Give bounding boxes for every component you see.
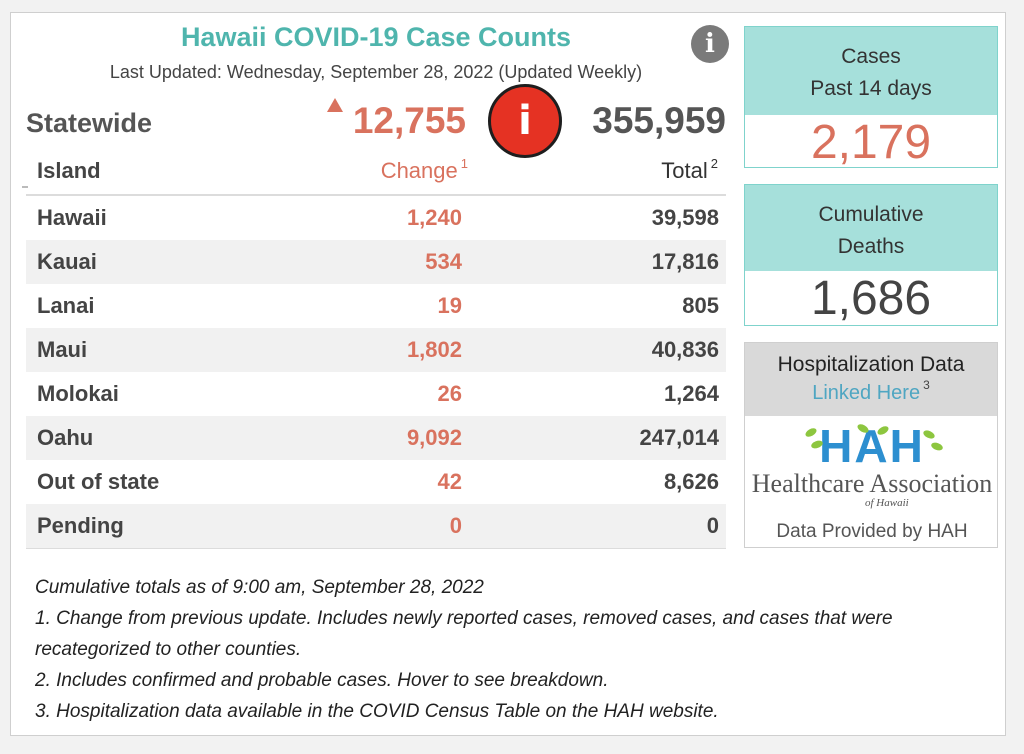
cases-card-header: Cases Past 14 days: [745, 27, 997, 115]
cases-card-line2: Past 14 days: [810, 77, 932, 100]
info-icon[interactable]: i: [691, 25, 729, 63]
island-total: 805: [682, 293, 719, 318]
island-change: 1,802: [406, 337, 462, 362]
table-row[interactable]: Hawaii 1,240 39,598: [26, 196, 726, 240]
island-total: 1,264: [663, 381, 719, 406]
hah-logo-sub: of Hawaii: [865, 497, 909, 509]
island-table: Hawaii 1,240 39,598 Kauai 534 17,816 Lan…: [26, 196, 726, 548]
footnote-marker-3: 3: [923, 378, 930, 392]
hospitalization-link[interactable]: Linked Here 3: [745, 378, 997, 405]
island-name: Molokai: [37, 381, 119, 406]
island-total: 17,816: [651, 249, 719, 274]
hah-logo-name: Healthcare Association: [751, 469, 993, 498]
island-name: Lanai: [37, 293, 95, 318]
island-name: Maui: [37, 337, 88, 362]
alert-info-icon[interactable]: i: [488, 84, 562, 158]
column-header-change-label: Change: [380, 158, 458, 183]
sort-handle[interactable]: [22, 186, 28, 188]
footnote-2: 2. Includes confirmed and probable cases…: [35, 670, 609, 691]
deaths-card-line1: Cumulative: [818, 203, 924, 226]
deaths-card-line2: Deaths: [837, 235, 905, 258]
island-change: 9,092: [406, 425, 462, 450]
island-name: Oahu: [37, 425, 94, 450]
column-header-island[interactable]: Island: [37, 158, 101, 184]
table-row[interactable]: Molokai 26 1,264: [26, 372, 726, 416]
hah-logo-letters: HAH: [819, 420, 925, 472]
table-row[interactable]: Oahu 9,092 247,014: [26, 416, 726, 460]
island-change: 19: [437, 293, 462, 318]
cases-card-line1: Cases: [841, 45, 901, 68]
deaths-card-header: Cumulative Deaths: [745, 185, 997, 271]
hospitalization-header: Hospitalization Data Linked Here 3: [745, 343, 997, 416]
page-title: Hawaii COVID-19 Case Counts: [180, 22, 572, 52]
island-change: 26: [437, 381, 462, 406]
cumulative-deaths-value: 1,686: [810, 272, 932, 325]
island-name: Out of state: [37, 469, 160, 494]
hospitalization-title: Hospitalization Data: [777, 353, 965, 376]
island-total: 247,014: [639, 425, 719, 450]
footnote-3: 3. Hospitalization data available in the…: [35, 701, 719, 722]
info-icon-glyph: i: [705, 29, 715, 59]
hah-logo[interactable]: HAH Healthcare Association of Hawaii: [745, 419, 999, 509]
table-row[interactable]: Kauai 534 17,816: [26, 240, 726, 284]
footnote-1: 1. Change from previous update. Includes…: [35, 608, 893, 660]
statewide-label: Statewide: [26, 108, 153, 138]
column-header-total[interactable]: Total 2: [620, 156, 718, 184]
header-divider: [26, 194, 726, 196]
island-total: 40,836: [651, 337, 719, 362]
footnote-marker-2: 2: [710, 156, 718, 171]
table-row[interactable]: Lanai 19 805: [26, 284, 726, 328]
statewide-change[interactable]: 12,755: [352, 100, 466, 141]
table-row[interactable]: Maui 1,802 40,836: [26, 328, 726, 372]
footnote-cumulative: Cumulative totals as of 9:00 am, Septemb…: [35, 577, 484, 598]
hospitalization-link-label: Linked Here: [812, 382, 921, 404]
last-updated: Last Updated: Wednesday, September 28, 2…: [109, 62, 643, 82]
island-total: 8,626: [663, 469, 719, 494]
island-change: 0: [449, 513, 462, 538]
island-total: 39,598: [651, 205, 719, 230]
table-row[interactable]: Pending 0 0: [26, 504, 726, 548]
statewide-total[interactable]: 355,959: [592, 100, 726, 141]
cumulative-deaths-card[interactable]: Cumulative Deaths 1,686: [744, 184, 998, 326]
cases-14-day-card[interactable]: Cases Past 14 days 2,179: [744, 26, 998, 169]
up-arrow-icon: [327, 98, 343, 112]
island-change: 1,240: [406, 205, 462, 230]
column-header-island-label: Island: [37, 158, 101, 183]
column-header-change[interactable]: Change 1: [370, 156, 468, 184]
footnotes: Cumulative totals as of 9:00 am, Septemb…: [35, 572, 985, 727]
table-row[interactable]: Out of state 42 8,626: [26, 460, 726, 504]
island-name: Pending: [37, 513, 124, 538]
island-total: 0: [706, 513, 719, 538]
alert-info-glyph: i: [518, 98, 532, 144]
hospitalization-card: Hospitalization Data Linked Here 3 HAH He…: [744, 342, 998, 548]
island-change: 42: [437, 469, 462, 494]
island-change: 534: [425, 249, 462, 274]
island-name: Hawaii: [37, 205, 107, 230]
island-name: Kauai: [37, 249, 97, 274]
data-provider-credit: Data Provided by HAH: [776, 521, 968, 542]
footnote-marker-1: 1: [460, 156, 468, 171]
column-header-total-label: Total: [661, 158, 708, 183]
cases-14-day-value: 2,179: [810, 116, 932, 169]
table-bottom-border: [26, 548, 726, 549]
